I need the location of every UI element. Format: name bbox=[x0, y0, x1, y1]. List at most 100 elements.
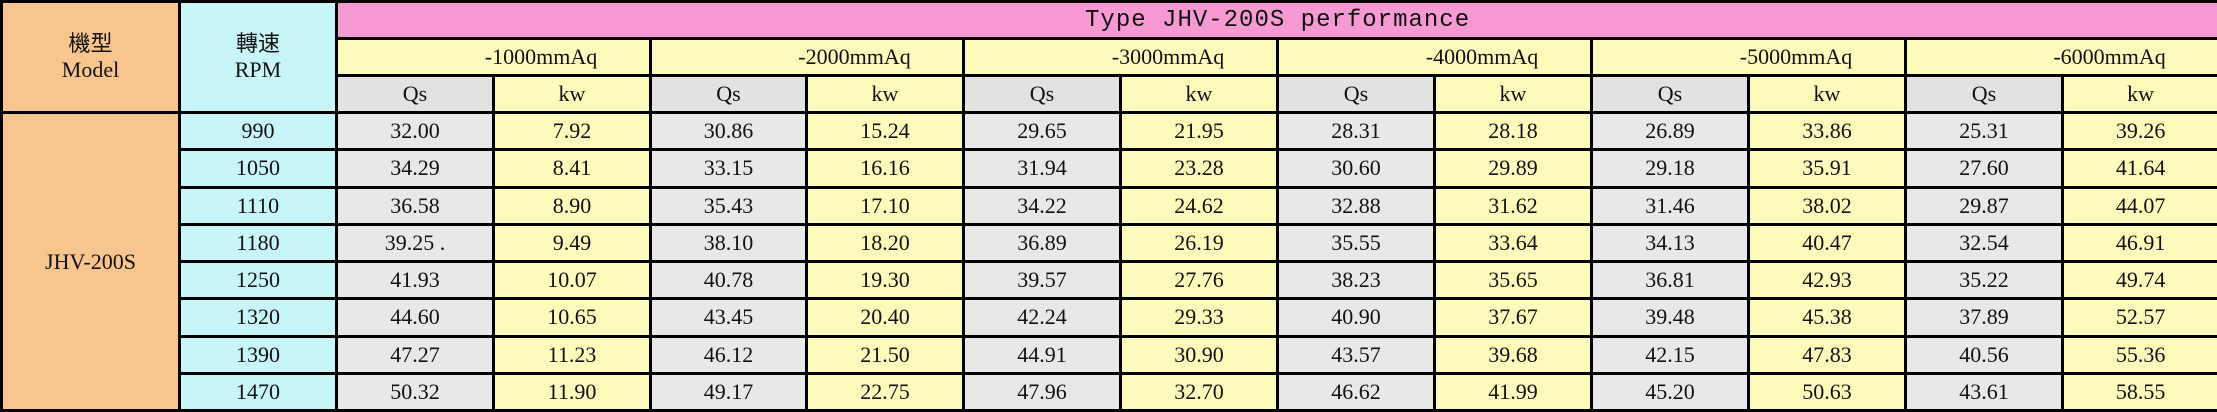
qs-cell: 46.62 bbox=[1276, 371, 1436, 412]
pressure-header: -4000mmAq bbox=[1276, 37, 1593, 77]
kw-cell: 10.65 bbox=[492, 297, 652, 338]
kw-cell: 33.86 bbox=[1747, 110, 1907, 152]
qs-cell: 43.45 bbox=[649, 297, 808, 338]
kw-cell: 39.68 bbox=[1433, 334, 1593, 375]
kw-cell: 41.64 bbox=[2060, 148, 2217, 189]
kw-cell: 45.38 bbox=[1747, 297, 1907, 338]
kw-cell: 52.57 bbox=[2060, 297, 2217, 338]
kw-header: kw bbox=[805, 74, 965, 114]
qs-cell: 33.15 bbox=[649, 148, 808, 189]
kw-cell: 11.23 bbox=[492, 334, 652, 375]
qs-cell: 36.89 bbox=[962, 222, 1122, 264]
qs-cell: 43.61 bbox=[1904, 371, 2064, 412]
kw-cell: 16.16 bbox=[805, 148, 965, 189]
qs-cell: 38.23 bbox=[1276, 259, 1436, 301]
qs-cell: 39.25 . bbox=[335, 222, 495, 264]
qs-cell: 35.43 bbox=[649, 185, 808, 226]
qs-cell: 35.22 bbox=[1904, 259, 2064, 301]
kw-cell: 50.63 bbox=[1747, 371, 1907, 412]
kw-cell: 37.67 bbox=[1433, 297, 1593, 338]
table-row: 1390 47.27 11.23 46.12 21.50 44.91 30.90 43.57 3… bbox=[2, 334, 2217, 375]
qs-cell: 29.18 bbox=[1590, 148, 1750, 189]
qs-cell: 47.96 bbox=[962, 371, 1122, 412]
qs-cell: 37.89 bbox=[1904, 297, 2064, 338]
kw-cell: 47.83 bbox=[1747, 334, 1907, 375]
qs-cell: 38.10 bbox=[649, 222, 808, 264]
title-row: 機型 Model 轉速 RPM Type JHV-200S performanc… bbox=[0, 0, 2217, 114]
model-cell: JHV-200S bbox=[0, 111, 181, 412]
table-row: 1470 50.32 11.90 49.17 22.75 47.96 32.70 46.62 4… bbox=[2, 371, 2217, 412]
table-row: JHV-200S 990 32.00 7.92 30.86 15.24 29.65 21.95… bbox=[0, 110, 2217, 412]
qs-header: Qs bbox=[1904, 74, 2064, 114]
qs-cell: 42.24 bbox=[962, 297, 1122, 338]
rpm-cell: 1390 bbox=[178, 334, 338, 375]
kw-cell: 40.47 bbox=[1747, 222, 1907, 264]
qs-cell: 46.12 bbox=[649, 334, 808, 375]
kw-cell: 27.76 bbox=[1119, 259, 1279, 301]
qs-header: Qs bbox=[649, 74, 808, 114]
rpm-header-en: RPM bbox=[234, 57, 282, 82]
kw-header: kw bbox=[1119, 74, 1279, 114]
kw-cell: 7.92 bbox=[492, 110, 652, 152]
kw-cell: 8.90 bbox=[492, 185, 652, 226]
kw-cell: 33.64 bbox=[1433, 222, 1593, 264]
model-header: 機型 Model bbox=[0, 0, 181, 114]
qs-cell: 34.13 bbox=[1590, 222, 1750, 264]
subheader-row: Qs kw Qs kw Qs kw Qs kw Qs kw Qs kw bbox=[2, 74, 2217, 114]
qs-cell: 32.00 bbox=[335, 110, 495, 152]
kw-header: kw bbox=[2060, 74, 2217, 114]
qs-cell: 30.60 bbox=[1276, 148, 1436, 189]
kw-cell: 31.62 bbox=[1433, 185, 1593, 226]
qs-cell: 39.48 bbox=[1590, 297, 1750, 338]
rpm-cell: 1180 bbox=[178, 222, 338, 264]
kw-cell: 28.18 bbox=[1433, 110, 1593, 152]
rpm-header-zh: 轉速 bbox=[235, 31, 280, 56]
table-row: 1110 36.58 8.90 35.43 17.10 34.22 24.62 32.88 31… bbox=[2, 185, 2217, 226]
kw-cell: 39.26 bbox=[2060, 110, 2217, 152]
kw-cell: 26.19 bbox=[1119, 222, 1279, 264]
kw-cell: 18.20 bbox=[805, 222, 965, 264]
qs-cell: 35.55 bbox=[1276, 222, 1436, 264]
qs-cell: 25.31 bbox=[1904, 110, 2064, 152]
qs-cell: 43.57 bbox=[1276, 334, 1436, 375]
qs-header: Qs bbox=[1276, 74, 1436, 114]
kw-header: kw bbox=[1747, 74, 1907, 114]
kw-cell: 19.30 bbox=[805, 259, 965, 301]
qs-cell: 36.58 bbox=[335, 185, 495, 226]
table-row: 1320 44.60 10.65 43.45 20.40 42.24 29.33 40.90 3… bbox=[2, 297, 2217, 338]
kw-cell: 35.65 bbox=[1433, 259, 1593, 301]
qs-cell: 29.87 bbox=[1904, 185, 2064, 226]
qs-cell: 32.54 bbox=[1904, 222, 2064, 264]
qs-cell: 41.93 bbox=[335, 259, 495, 301]
qs-cell: 28.31 bbox=[1276, 110, 1436, 152]
rpm-cell: 1110 bbox=[178, 185, 338, 226]
qs-cell: 34.22 bbox=[962, 185, 1122, 226]
kw-cell: 42.93 bbox=[1747, 259, 1907, 301]
kw-cell: 49.74 bbox=[2060, 259, 2217, 301]
rpm-cell: 1050 bbox=[178, 148, 338, 189]
rpm-cell: 1470 bbox=[178, 371, 338, 412]
qs-cell: 50.32 bbox=[335, 371, 495, 412]
table-row: 1050 34.29 8.41 33.15 16.16 31.94 23.28 30.60 29… bbox=[2, 148, 2217, 189]
rpm-cell: 1250 bbox=[178, 259, 338, 301]
kw-cell: 20.40 bbox=[805, 297, 965, 338]
qs-cell: 32.88 bbox=[1276, 185, 1436, 226]
qs-cell: 42.15 bbox=[1590, 334, 1750, 375]
qs-cell: 40.56 bbox=[1904, 334, 2064, 375]
kw-cell: 55.36 bbox=[2060, 334, 2217, 375]
qs-cell: 29.65 bbox=[962, 110, 1122, 152]
qs-header: Qs bbox=[962, 74, 1122, 114]
kw-header: kw bbox=[492, 74, 652, 114]
table-row: 1180 39.25 . 9.49 38.10 18.20 36.89 26.19 35.55… bbox=[2, 222, 2217, 264]
kw-cell: 10.07 bbox=[492, 259, 652, 301]
pressure-header: -1000mmAq bbox=[335, 37, 652, 77]
qs-cell: 31.46 bbox=[1590, 185, 1750, 226]
kw-cell: 22.75 bbox=[805, 371, 965, 412]
qs-cell: 47.27 bbox=[335, 334, 495, 375]
kw-cell: 24.62 bbox=[1119, 185, 1279, 226]
kw-cell: 32.70 bbox=[1119, 371, 1279, 412]
kw-cell: 23.28 bbox=[1119, 148, 1279, 189]
kw-cell: 15.24 bbox=[805, 110, 965, 152]
kw-cell: 44.07 bbox=[2060, 185, 2217, 226]
